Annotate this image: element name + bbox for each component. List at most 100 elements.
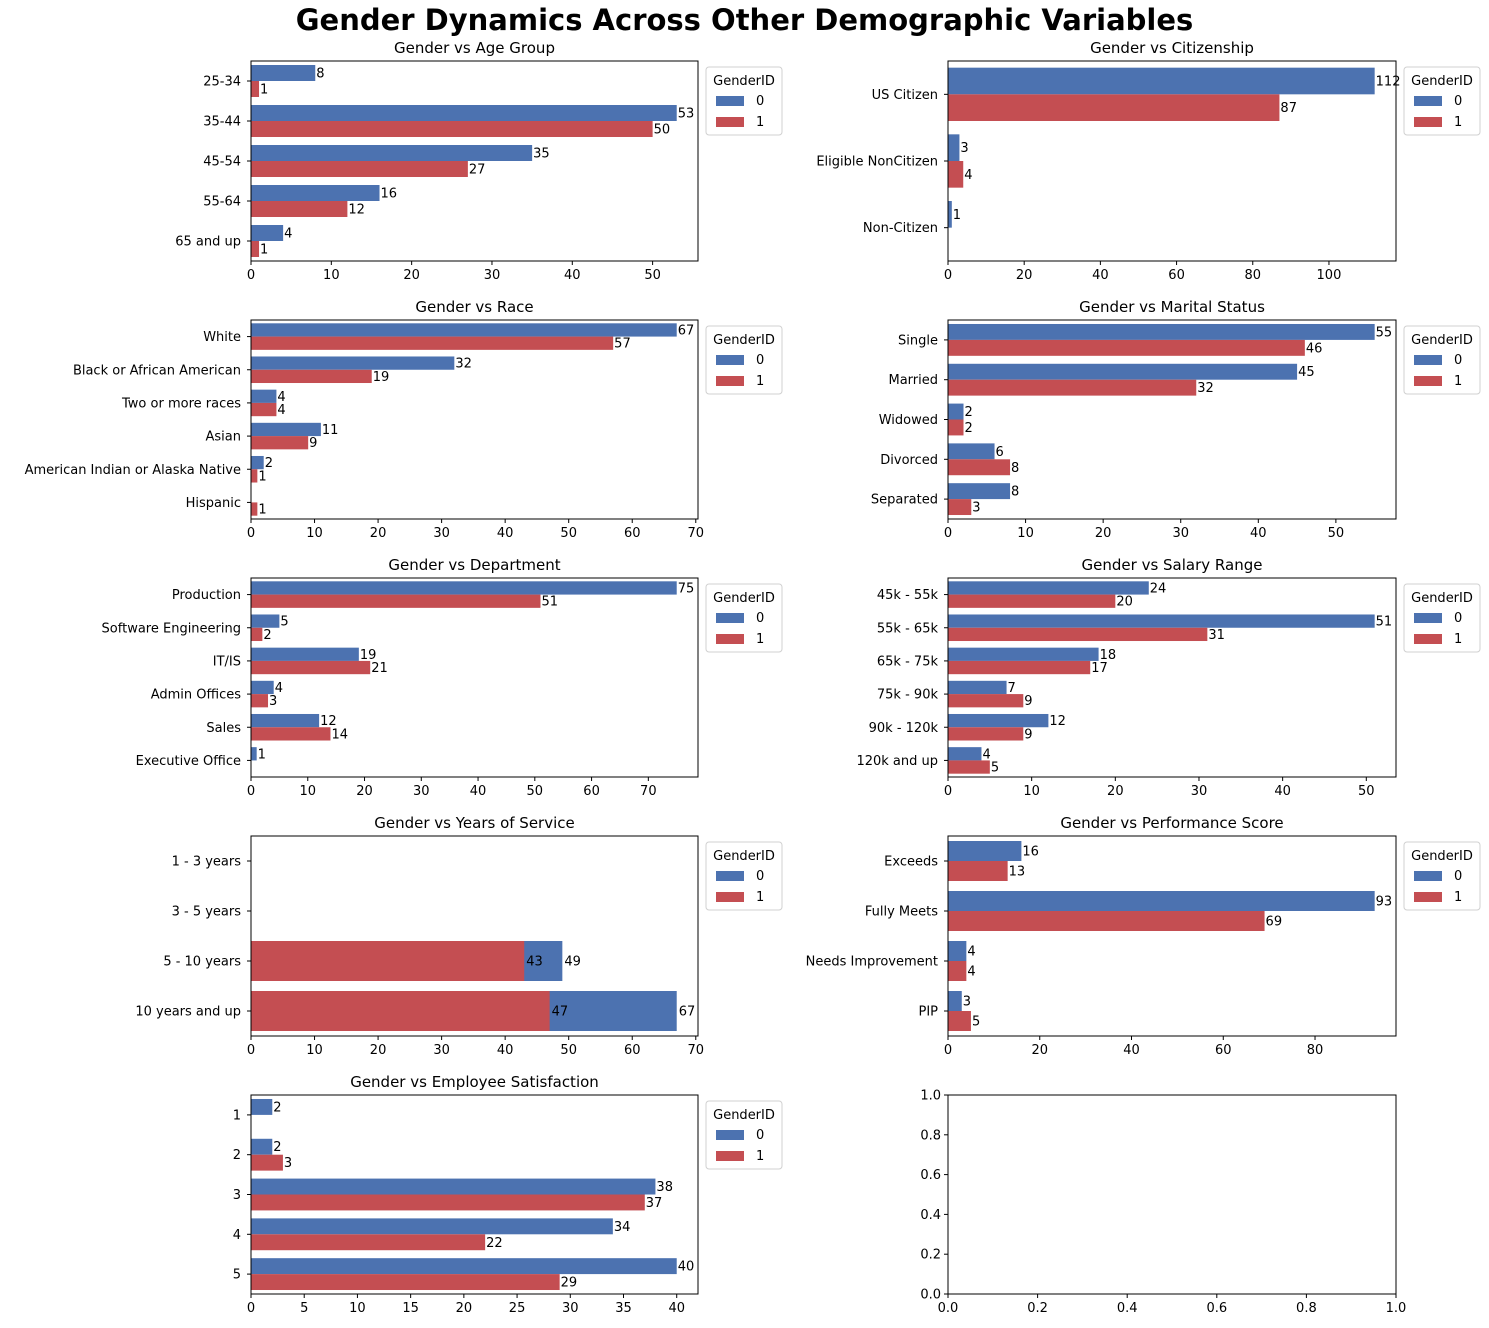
x-tick-label: 20	[403, 268, 420, 283]
category-label: IT/IS	[213, 654, 241, 669]
x-tick-label: 60	[1215, 1043, 1232, 1058]
x-tick-label: 20	[1107, 784, 1124, 799]
legend-label: 1	[756, 1149, 764, 1164]
bar-value-label: 53	[678, 107, 695, 122]
bar-value-label: 43	[526, 955, 543, 970]
bar-series-1	[251, 369, 372, 384]
bar-series-0	[948, 614, 1375, 628]
bar-series-0	[251, 105, 677, 121]
x-tick-label: 20	[456, 1301, 473, 1316]
legend-swatch-1	[1414, 892, 1442, 902]
x-tick-label: 50	[1358, 784, 1375, 799]
subplot-title: Gender vs Employee Satisfaction	[350, 1073, 599, 1091]
bar-series-1	[251, 627, 263, 642]
subplot-4: Gender vs Marital Status5546Single4532Ma…	[871, 298, 1481, 541]
category-label: 3	[233, 1188, 241, 1203]
subplot-2: Gender vs Citizenship 112 87 US Citizen 3 4 El…	[816, 39, 1481, 283]
x-tick-label: 40	[497, 526, 514, 541]
legend-title: GenderID	[713, 849, 775, 864]
x-tick-label: 10	[323, 268, 340, 283]
subplot-title: Gender vs Age Group	[394, 39, 555, 57]
x-tick-label: 10	[349, 1301, 366, 1316]
bar-value-label: 31	[1208, 628, 1225, 643]
x-tick-label: 50	[560, 1043, 577, 1058]
subplot-8: Gender vs Performance Score1613Exceeds93…	[806, 814, 1481, 1058]
bar-value-label: 2	[263, 628, 271, 643]
x-tick-label: 70	[688, 526, 705, 541]
bar-series-1	[948, 161, 964, 188]
bar-value-label: 5	[972, 1015, 980, 1030]
bar-value-label: 18	[1100, 648, 1117, 663]
bar-series-0	[948, 581, 1149, 595]
bar-series-1	[251, 436, 309, 450]
legend-title: GenderID	[1411, 74, 1473, 89]
bar-series-1	[251, 161, 468, 177]
bar-series-1	[948, 911, 1265, 931]
x-tick-label: 50	[1328, 526, 1345, 541]
bar-value-label: 3	[963, 995, 971, 1010]
subplot-title: Gender vs Marital Status	[1079, 298, 1265, 316]
category-label: Eligible NonCitizen	[816, 155, 938, 170]
bar-series-0	[948, 647, 1099, 661]
bar-series-0	[251, 1098, 273, 1115]
bar-series-0	[251, 185, 380, 201]
x-tick-label: 0	[944, 268, 952, 283]
bar-series-0	[251, 65, 316, 81]
legend-swatch-1	[716, 376, 744, 386]
legend-swatch-0	[1414, 96, 1442, 106]
x-tick-label: 60	[624, 1043, 641, 1058]
bar-series-0	[948, 134, 960, 161]
legend-swatch-0	[716, 871, 744, 881]
bar-series-1	[251, 727, 331, 741]
category-label: 90k - 120k	[869, 721, 939, 736]
bar-series-0	[251, 145, 533, 161]
category-label: 2	[233, 1148, 241, 1163]
x-tick-label: 30	[1172, 526, 1189, 541]
legend-title: GenderID	[713, 74, 775, 89]
bar-value-label: 7	[1008, 681, 1016, 696]
bar-value-label: 69	[1266, 915, 1283, 930]
bar-series-1	[948, 861, 1008, 881]
bar-value-label: 12	[1049, 714, 1066, 729]
bar-value-label: 2	[965, 405, 973, 420]
bar-value-label: 11	[322, 423, 339, 438]
bar-value-label: 3	[972, 501, 980, 516]
x-tick-label: 10	[306, 1043, 323, 1058]
x-tick-label: 60	[624, 526, 641, 541]
category-label: PIP	[918, 1005, 938, 1020]
bar-value-label: 1	[258, 469, 266, 484]
category-label: Software Engineering	[102, 621, 241, 636]
bar-series-1	[251, 121, 653, 137]
x-tick-label: 50	[527, 784, 544, 799]
legend-label: 1	[1454, 890, 1462, 905]
bar-value-label: 51	[1376, 615, 1393, 630]
bar-series-0	[948, 443, 995, 460]
subplot-title: Gender vs Department	[388, 556, 560, 574]
bar-series-0	[251, 1178, 656, 1195]
bar-value-label: 75	[678, 581, 695, 596]
legend-label: 1	[1454, 374, 1462, 389]
plot-frame	[947, 577, 1397, 778]
bar-value-label: 14	[331, 727, 348, 742]
legend-swatch-0	[716, 613, 744, 623]
category-label: Executive Office	[136, 754, 241, 769]
bar-series-1	[948, 459, 1011, 476]
plot-frame	[947, 1094, 1397, 1295]
bar-value-label: 21	[371, 661, 388, 676]
x-tick-label: 0	[944, 1043, 952, 1058]
x-tick-label: 30	[484, 268, 501, 283]
category-label: 120k and up	[856, 754, 938, 769]
category-label: American Indian or Alaska Native	[25, 463, 241, 478]
y-tick-label: 0.2	[920, 1248, 941, 1263]
bar-value-label: 1	[258, 503, 266, 518]
bar-series-1	[948, 499, 972, 516]
x-tick-label: 30	[562, 1301, 579, 1316]
bar-value-label: 22	[486, 1236, 503, 1251]
bar-value-label: 55	[1376, 325, 1393, 340]
bar-value-label: 4	[284, 227, 292, 242]
plot-frame	[947, 60, 1397, 262]
bar-series-0	[948, 713, 1049, 728]
legend-title: GenderID	[1411, 849, 1473, 864]
legend-label: 0	[756, 94, 764, 109]
